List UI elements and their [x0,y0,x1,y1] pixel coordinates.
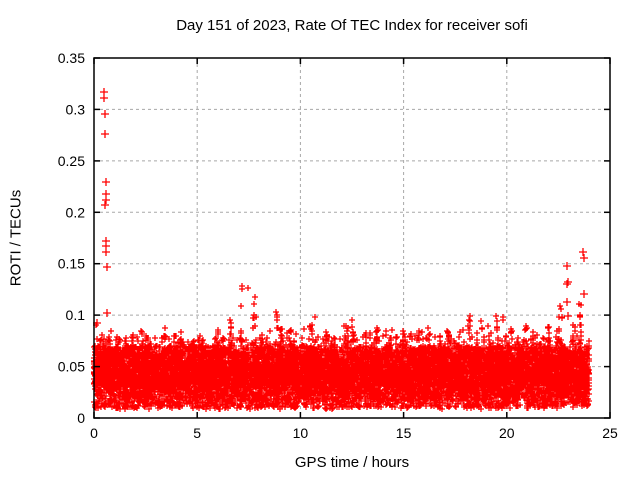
x-tick-label: 15 [396,425,412,441]
x-tick-label: 10 [293,425,309,441]
x-tick-label: 20 [499,425,515,441]
y-tick-label: 0.3 [66,101,86,117]
x-tick-label: 0 [90,425,98,441]
y-tick-label: 0.15 [58,256,85,272]
plot-border [93,57,611,419]
y-tick-label: 0.1 [66,307,86,323]
y-tick-label: 0.05 [58,359,85,375]
y-tick-label: 0 [77,410,85,426]
x-tick-label: 25 [602,425,618,441]
scatter-points [91,88,592,412]
y-tick-label: 0.35 [58,50,85,66]
y-tick-label: 0.25 [58,153,85,169]
x-axis-title: GPS time / hours [294,454,410,471]
y-axis-title: ROTI / TECUs [7,189,25,287]
tick-marks [93,57,611,419]
x-tick-label: 5 [193,425,201,441]
y-tick-label: 0.2 [66,204,86,220]
chart-title: Day 151 of 2023, Rate Of TEC Index for r… [176,17,528,34]
axis-tick-labels: 0 5 10 15 20 25 0 0.05 0.1 0.15 0.2 0.25 0.3 0.35 [58,50,618,441]
